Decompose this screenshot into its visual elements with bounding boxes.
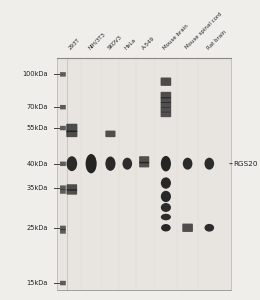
Ellipse shape (122, 158, 132, 170)
FancyBboxPatch shape (60, 229, 66, 234)
Text: RGS20: RGS20 (233, 161, 258, 167)
Text: 55kDa: 55kDa (26, 125, 48, 131)
FancyBboxPatch shape (105, 130, 115, 137)
Ellipse shape (67, 156, 77, 171)
Text: SKOV3: SKOV3 (107, 34, 123, 50)
FancyBboxPatch shape (161, 97, 171, 103)
FancyBboxPatch shape (161, 92, 171, 98)
FancyBboxPatch shape (60, 162, 66, 166)
Ellipse shape (204, 224, 214, 232)
FancyBboxPatch shape (60, 105, 66, 110)
Text: Mouse spinal cord: Mouse spinal cord (184, 12, 223, 50)
Text: Rat brain: Rat brain (206, 29, 227, 50)
FancyBboxPatch shape (60, 281, 66, 285)
FancyBboxPatch shape (60, 72, 66, 76)
FancyBboxPatch shape (60, 189, 66, 194)
FancyBboxPatch shape (60, 126, 66, 130)
FancyBboxPatch shape (67, 184, 77, 191)
Ellipse shape (86, 154, 97, 173)
FancyBboxPatch shape (161, 107, 171, 112)
Text: 70kDa: 70kDa (26, 104, 48, 110)
Text: HeLa: HeLa (124, 37, 137, 50)
Text: 15kDa: 15kDa (26, 280, 48, 286)
Text: 40kDa: 40kDa (26, 161, 48, 167)
Text: 293T: 293T (68, 37, 82, 50)
FancyBboxPatch shape (66, 130, 77, 137)
Ellipse shape (161, 224, 171, 232)
Ellipse shape (183, 158, 192, 170)
FancyBboxPatch shape (139, 162, 149, 167)
FancyBboxPatch shape (60, 185, 66, 190)
Ellipse shape (161, 203, 171, 212)
FancyBboxPatch shape (161, 112, 171, 117)
Ellipse shape (161, 214, 171, 220)
Text: A-549: A-549 (141, 35, 155, 50)
Text: NIH/3T3: NIH/3T3 (88, 31, 107, 50)
FancyBboxPatch shape (67, 189, 77, 195)
Ellipse shape (204, 158, 214, 170)
FancyBboxPatch shape (60, 226, 66, 230)
FancyBboxPatch shape (66, 124, 77, 132)
Text: Mouse brain: Mouse brain (162, 23, 190, 50)
FancyBboxPatch shape (182, 224, 193, 232)
FancyBboxPatch shape (161, 77, 171, 86)
Ellipse shape (105, 157, 115, 171)
Ellipse shape (161, 156, 171, 171)
Text: 25kDa: 25kDa (26, 225, 48, 231)
Ellipse shape (161, 191, 171, 202)
Ellipse shape (161, 177, 171, 189)
FancyBboxPatch shape (57, 58, 231, 290)
FancyBboxPatch shape (161, 102, 171, 108)
Text: 35kDa: 35kDa (26, 184, 48, 190)
FancyBboxPatch shape (139, 156, 149, 164)
Text: 100kDa: 100kDa (22, 71, 48, 77)
